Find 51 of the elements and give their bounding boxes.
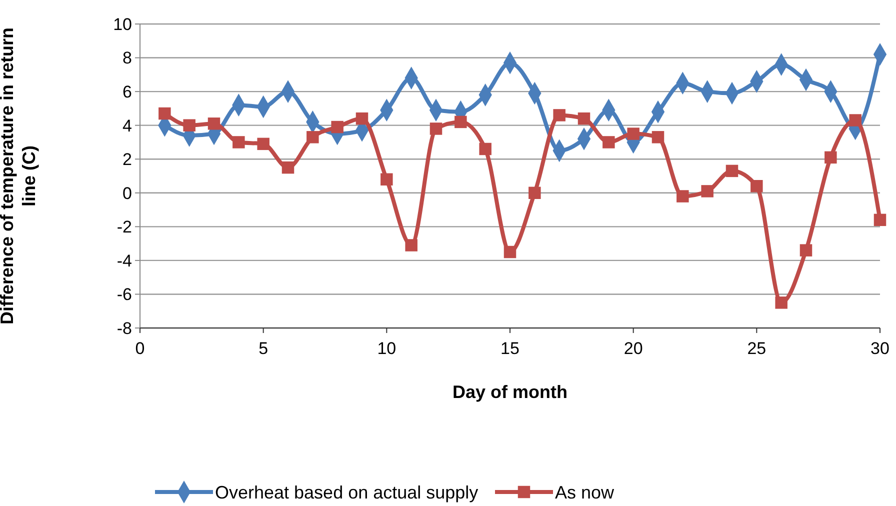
x-tick-label: 20 (624, 339, 643, 358)
y-tick-label: 6 (122, 82, 132, 102)
point (158, 107, 171, 120)
y-tick-label: -2 (116, 218, 132, 237)
point (331, 120, 344, 134)
point (578, 112, 590, 125)
y-axis-title: Difference of temperature in return line (C) (0, 27, 39, 325)
y-tick-label: -6 (116, 285, 132, 304)
x-axis-title: Day of month (452, 382, 568, 402)
point (430, 122, 442, 135)
y-tick-label: 10 (113, 14, 132, 34)
y-tick-label: -4 (116, 251, 132, 270)
point (356, 112, 368, 125)
point (800, 244, 812, 256)
point (282, 161, 294, 174)
point (553, 109, 566, 122)
point (652, 131, 664, 144)
y-tick-label: 4 (122, 116, 132, 136)
legend-label: Overheat based on actual supply (215, 482, 478, 502)
x-tick-label: 5 (258, 339, 268, 358)
point (676, 190, 689, 202)
point (627, 128, 640, 140)
point (479, 142, 492, 156)
y-tick-label: 2 (122, 150, 132, 170)
point (528, 186, 541, 200)
x-tick-label: 30 (870, 339, 890, 358)
point (849, 114, 862, 126)
point (504, 246, 516, 258)
point (257, 138, 270, 150)
x-tick-label: 25 (747, 339, 766, 358)
point (405, 239, 418, 252)
point (701, 185, 714, 198)
point (824, 151, 837, 164)
point (232, 136, 245, 148)
x-tick-label: 10 (377, 339, 396, 358)
y-tick-label: -8 (116, 318, 132, 338)
y-tick-label: 8 (122, 48, 132, 68)
point (208, 118, 220, 130)
x-tick-label: 15 (500, 339, 520, 358)
x-tick-label: 0 (135, 339, 145, 358)
point (454, 116, 467, 128)
point (726, 164, 738, 178)
point (183, 119, 196, 132)
y-tick-label: 0 (122, 184, 132, 203)
point (874, 214, 886, 226)
point (602, 136, 615, 148)
point (750, 180, 763, 192)
point (380, 173, 393, 186)
point (775, 296, 788, 309)
legend-label: As now (555, 482, 616, 502)
point (306, 131, 319, 144)
